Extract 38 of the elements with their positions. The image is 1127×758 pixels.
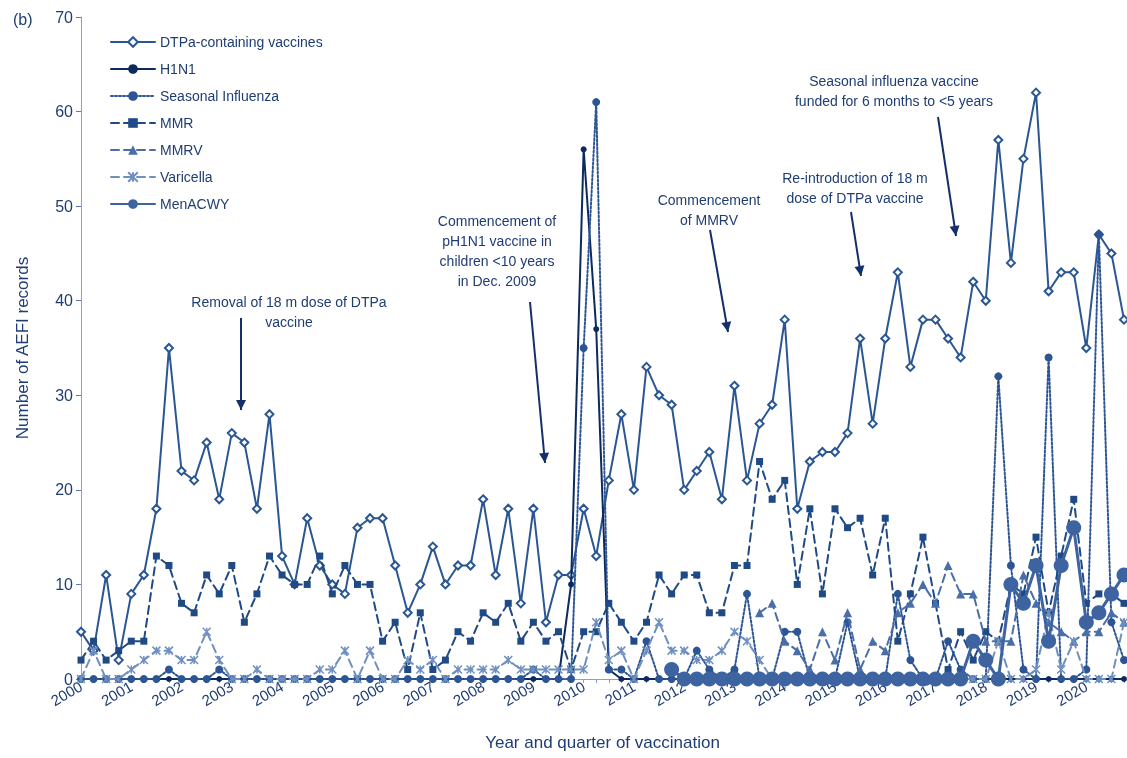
annotation: Commencement of pH1N1 vaccine in children <10 years in Dec. 2009 [437, 213, 557, 289]
x-tick-label: 2007 [399, 677, 438, 710]
x-tick-label: 2019 [1002, 677, 1041, 710]
x-tick-label: 2001 [98, 677, 136, 710]
annotation: Commencement of MMRV [657, 192, 761, 228]
x-tick-label: 2020 [1053, 677, 1091, 710]
x-axis-title: Year and quarter of vaccination [485, 733, 720, 752]
legend-label: MMR [160, 115, 194, 131]
legend-label: DTPa-containing vaccines [160, 34, 323, 50]
y-tick-label: 20 [55, 481, 74, 499]
legend-label: Seasonal Influenza [160, 88, 280, 104]
y-tick-label: 10 [55, 575, 74, 593]
x-tick-label: 2011 [601, 677, 639, 709]
legend-label: MMRV [160, 142, 204, 158]
legend-label: H1N1 [160, 61, 197, 77]
annotation: Seasonal influenza vaccine funded for 6 months to <5 years [794, 73, 994, 109]
chart-title: (b) [13, 10, 33, 28]
x-tick-label: 2010 [550, 677, 588, 710]
annotation: Re-introduction of 18 m dose of DTPa vaccine [782, 170, 928, 206]
y-tick-label: 40 [55, 292, 74, 310]
y-tick-label: 70 [55, 8, 74, 26]
x-tick-label: 2006 [349, 677, 387, 710]
y-tick-label: 50 [55, 197, 74, 215]
x-tick-label: 2004 [248, 677, 287, 710]
x-tick-label: 2016 [852, 677, 890, 710]
annotation: Removal of 18 m dose of DTPa vaccine [191, 294, 387, 330]
x-tick-label: 2018 [952, 677, 991, 710]
y-axis-title: Number of AEFI records [13, 256, 32, 440]
y-tick-label: 60 [55, 103, 74, 121]
x-tick-label: 2008 [449, 677, 488, 710]
y-tick-label: 30 [55, 386, 74, 404]
legend-label: Varicella [160, 169, 213, 185]
x-tick-label: 2003 [198, 677, 237, 710]
x-tick-label: 2009 [500, 677, 538, 710]
x-tick-label: 2002 [148, 677, 186, 710]
x-tick-label: 2005 [299, 677, 337, 710]
legend-label: MenACWY [160, 196, 230, 212]
x-tick-label: 2015 [801, 677, 840, 710]
